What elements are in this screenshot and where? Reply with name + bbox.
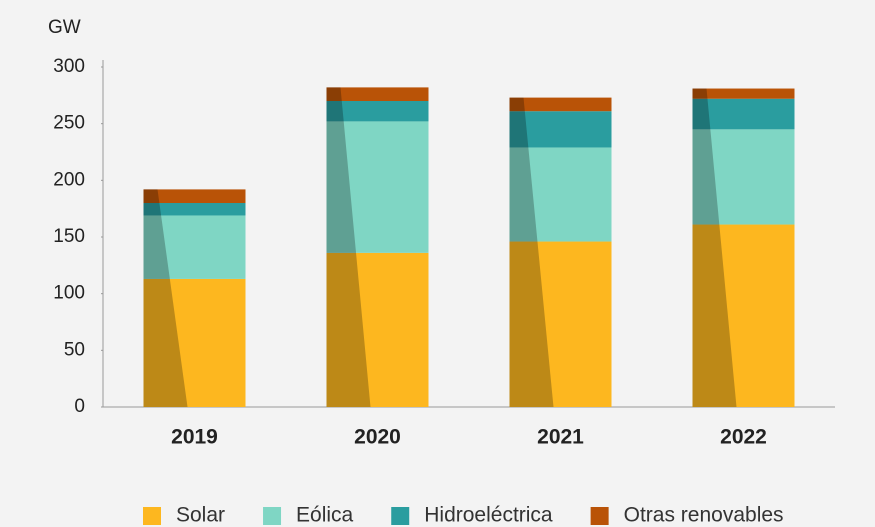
bar-segment (692, 88, 795, 99)
legend-label: Hidroeléctrica (424, 504, 553, 527)
x-tick-label: 2019 (171, 426, 218, 449)
legend-swatch (590, 507, 609, 525)
bar-segment (509, 241, 612, 407)
bar-shadow (692, 88, 737, 408)
bar-segment (692, 98, 795, 130)
y-axis-label: GW (48, 17, 81, 38)
x-tick-label: 2021 (537, 426, 584, 449)
bar-segment (143, 215, 246, 279)
legend-swatch (143, 507, 161, 525)
legend-swatch (391, 507, 410, 525)
y-tick-label: 50 (64, 339, 85, 360)
bar-shadow (143, 189, 188, 407)
bar-segment (509, 97, 612, 112)
y-tick-label: 200 (53, 169, 85, 190)
legend-swatch (263, 507, 282, 525)
legend-label: Solar (176, 504, 225, 527)
y-tick-label: 150 (53, 226, 85, 247)
bar-segment (326, 121, 429, 253)
bar-segment (326, 252, 429, 407)
legend-label: Eólica (296, 504, 354, 527)
x-tick-label: 2020 (354, 426, 401, 449)
bar-segment (692, 129, 795, 225)
bar-segment (143, 189, 246, 203)
bar-segment (509, 147, 612, 242)
y-tick-label: 100 (53, 283, 85, 304)
bar-segment (143, 203, 246, 216)
legend-label: Otras renovables (624, 504, 784, 527)
bar-segment (509, 111, 612, 148)
bar-segment (692, 224, 795, 407)
y-tick-label: 250 (53, 113, 85, 134)
bar-shadow (509, 97, 554, 407)
bar-shadow (326, 87, 371, 408)
bar-segment (326, 87, 429, 101)
y-tick-label: 0 (74, 396, 85, 417)
bar-segment (143, 278, 246, 407)
y-tick-label: 300 (53, 56, 85, 77)
bar-segment (326, 101, 429, 122)
x-tick-label: 2022 (720, 426, 767, 449)
